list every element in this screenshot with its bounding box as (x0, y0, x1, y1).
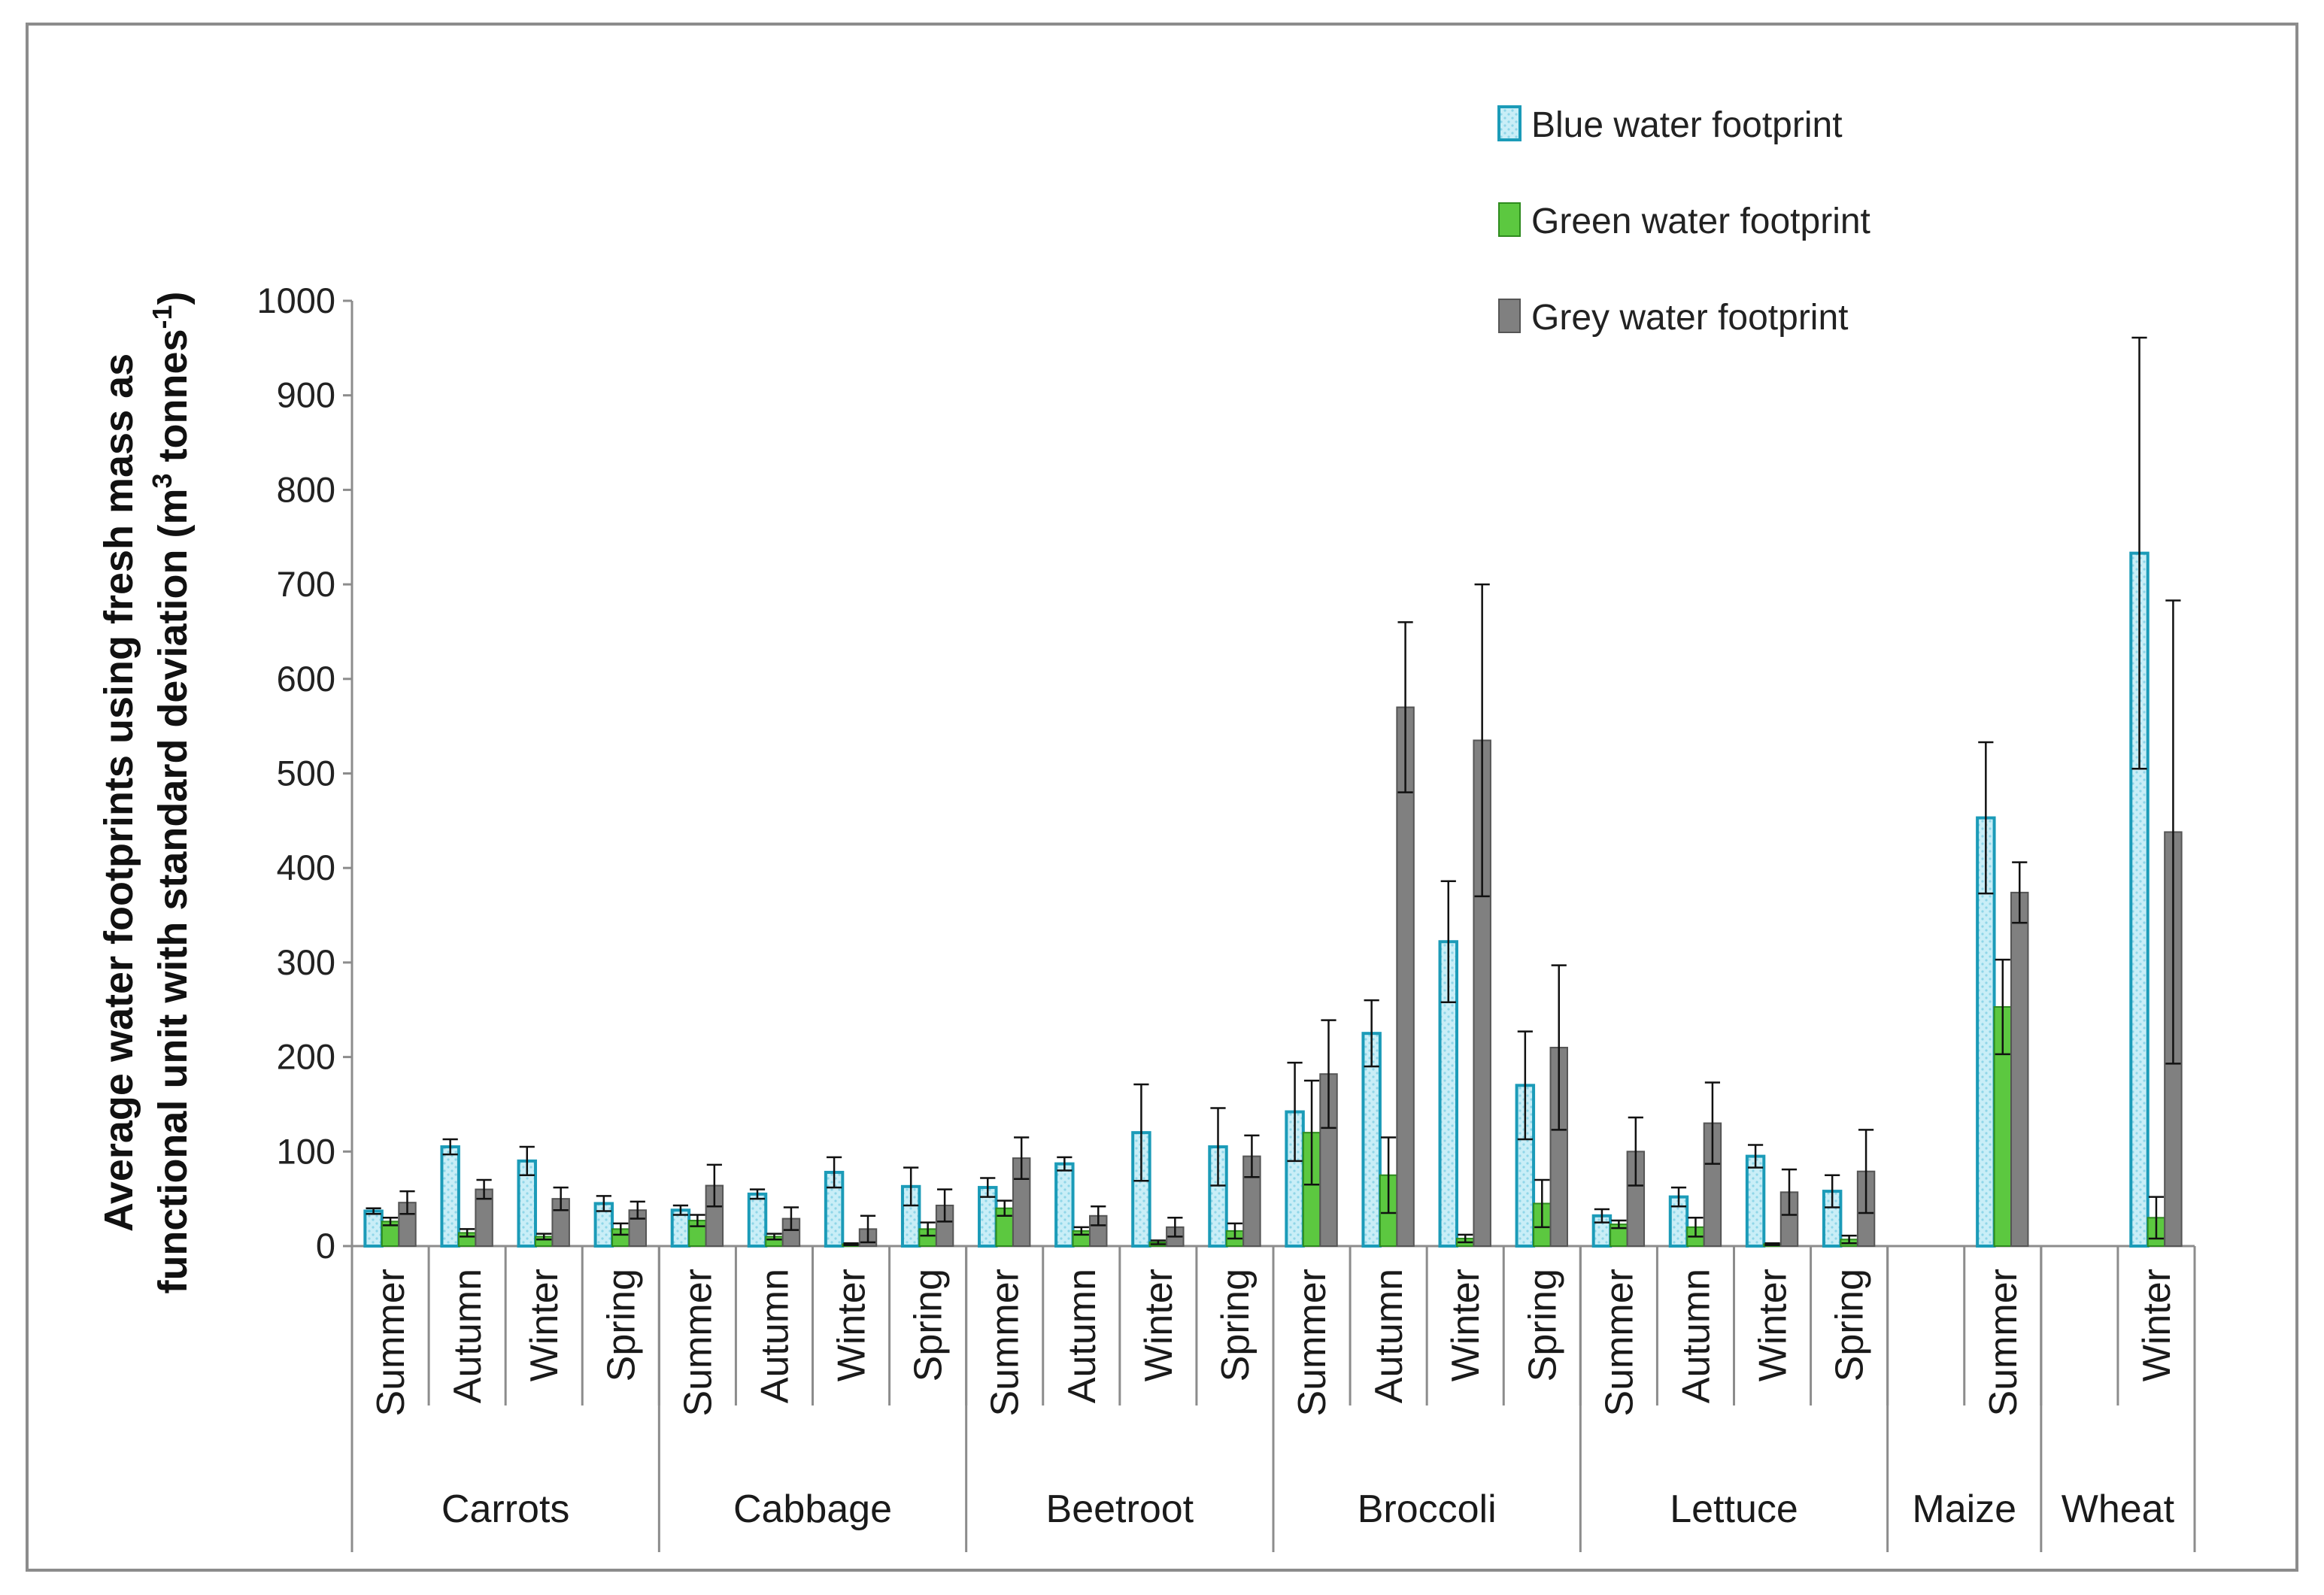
season-label: Spring (599, 1269, 643, 1381)
y-tick-label: 0 (316, 1226, 335, 1266)
y-axis-title-line-2-main: functional unit with standard deviation … (150, 489, 196, 1294)
season-label: Spring (1214, 1269, 1258, 1381)
bar (440, 1145, 460, 1248)
series-grey (398, 583, 2183, 1248)
season-label: Summer (369, 1269, 413, 1416)
season-label: Winter (1752, 1269, 1795, 1381)
group-label: Broccoli (1358, 1487, 1497, 1531)
y-tick-label: 100 (277, 1131, 335, 1171)
season-label: Autumn (446, 1269, 490, 1403)
y-tick-label: 600 (277, 659, 335, 699)
group-label: Lettuce (1670, 1487, 1798, 1531)
y-tick-label: 800 (277, 469, 335, 509)
season-label: Winter (2135, 1269, 2179, 1381)
y-axis-title-sup-minus1: -1 (147, 305, 177, 329)
season-label: Winter (1444, 1269, 1488, 1381)
y-axis-title-unit: tonnes (150, 329, 196, 473)
season-label: Spring (907, 1269, 951, 1381)
group-label: Cabbage (733, 1487, 892, 1531)
y-axis-title-line-1: Average water footprints using fresh mas… (96, 353, 141, 1232)
group-label: Wheat (2062, 1487, 2175, 1531)
y-tick-label: 200 (277, 1037, 335, 1077)
y-tick-label: 700 (277, 564, 335, 604)
legend-label: Green water footprint (1531, 202, 1870, 241)
y-axis-title-close: ) (150, 291, 196, 305)
season-label: Autumn (1674, 1269, 1718, 1403)
legend-swatch (1497, 105, 1522, 141)
season-label: Winter (830, 1269, 874, 1381)
bar (747, 1192, 768, 1248)
bar (2010, 891, 2029, 1247)
chart-svg: 0 100 200 300 400 500 600 700 800 900 1000 Summer Au… (96, 105, 2196, 1552)
season-label: Summer (1291, 1269, 1334, 1416)
group-label: Beetroot (1046, 1487, 1194, 1531)
season-label: Winter (1137, 1269, 1181, 1381)
season-label: Winter (523, 1269, 566, 1381)
season-label: Summer (676, 1269, 720, 1416)
y-tick-label: 400 (277, 848, 335, 887)
plot-area: 0 100 200 300 400 500 600 700 800 900 1000 Summer Au… (256, 280, 2196, 1552)
series-green (381, 958, 2166, 1248)
y-tick-label: 500 (277, 754, 335, 793)
season-label: Autumn (1060, 1269, 1104, 1403)
chart-frame: 0 100 200 300 400 500 600 700 800 900 1000 Summer Au… (26, 23, 2298, 1572)
season-label: Summer (1597, 1269, 1641, 1416)
y-tick-label: 300 (277, 942, 335, 982)
group-label: Carrots (441, 1487, 569, 1531)
bar (1054, 1162, 1075, 1248)
season-label: Spring (1521, 1269, 1564, 1381)
y-axis-title-sup-3: 3 (147, 473, 177, 488)
season-label: Summer (984, 1269, 1027, 1416)
y-axis-title-line-2: functional unit with standard deviation … (147, 291, 196, 1293)
season-label: Spring (1828, 1269, 1872, 1381)
bar (363, 1209, 384, 1248)
legend-swatch (1498, 202, 1521, 237)
y-axis-title: Average water footprints using fresh mas… (96, 291, 196, 1293)
series-blue (363, 336, 2150, 1248)
legend-label: Grey water footprint (1531, 298, 1849, 338)
bar (1745, 1154, 1766, 1248)
y-tick-label: 1000 (256, 280, 335, 320)
legend: Blue water footprint Green water footprin… (1497, 105, 1870, 338)
y-tick-label: 900 (277, 375, 335, 415)
season-label: Summer (1982, 1269, 2025, 1416)
legend-label: Blue water footprint (1531, 105, 1843, 145)
season-label: Autumn (1367, 1269, 1411, 1403)
group-label: Maize (1912, 1487, 2016, 1531)
legend-swatch (1498, 299, 1521, 333)
season-label: Autumn (753, 1269, 796, 1403)
